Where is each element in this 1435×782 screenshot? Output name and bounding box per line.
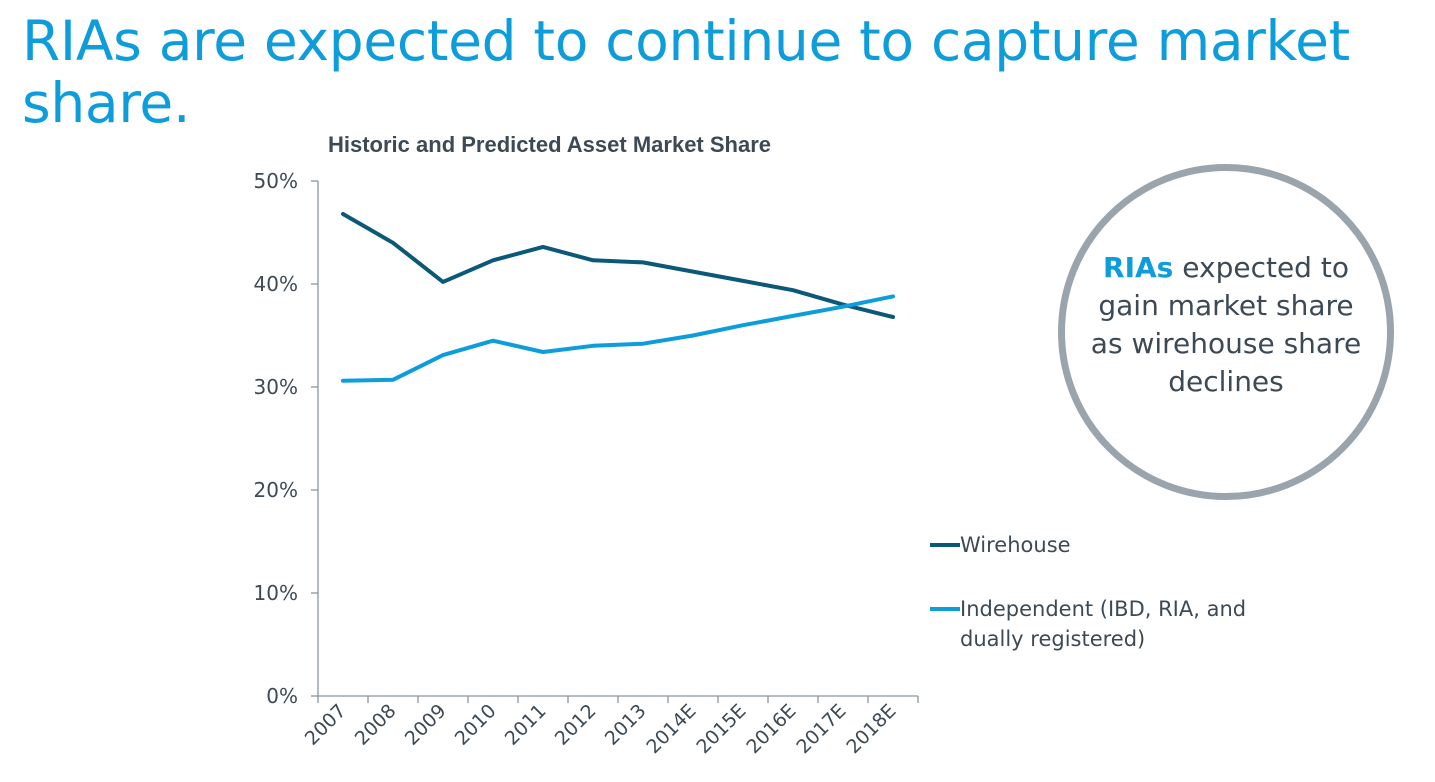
legend-label-wirehouse: Wirehouse (960, 533, 1071, 557)
series-line-wirehouse (341, 212, 895, 319)
x-tick-label: 2011 (501, 700, 551, 750)
x-tick-label: 2017E (792, 700, 850, 758)
chart-title: Historic and Predicted Asset Market Shar… (328, 132, 771, 157)
series-line-independent (341, 294, 895, 383)
y-tick-label: 40% (254, 272, 298, 296)
x-tick-label: 2016E (742, 700, 800, 758)
x-tick-label: 2009 (401, 700, 451, 750)
legend-label-independent: Independent (IBD, RIA, and dually regist… (960, 597, 1247, 651)
x-tick-label: 2014E (642, 700, 700, 758)
x-tick-label: 2012 (551, 700, 601, 750)
y-tick-label: 20% (254, 478, 298, 502)
legend-swatch-wirehouse (930, 543, 960, 547)
y-tick-label: 30% (254, 375, 298, 399)
x-tick-label: 2018E (842, 700, 900, 758)
legend-item-independent: Independent (IBD, RIA, and dually regist… (930, 594, 1310, 654)
x-tick-label: 2015E (692, 700, 750, 758)
x-tick-label: 2007 (301, 700, 351, 750)
callout-body: expected to gain market share as wirehou… (1090, 251, 1362, 398)
callout-text: RIAs expected to gain market share as wi… (1086, 249, 1366, 401)
y-tick-label: 10% (254, 581, 298, 605)
x-tick-label: 2008 (351, 700, 401, 750)
y-tick-label: 50% (254, 169, 298, 193)
callout-circle: RIAs expected to gain market share as wi… (1058, 164, 1394, 500)
legend-swatch-independent (930, 607, 960, 611)
y-tick-label: 0% (266, 684, 298, 708)
chart-legend: Wirehouse Independent (IBD, RIA, and dua… (930, 530, 1310, 688)
legend-item-wirehouse: Wirehouse (930, 530, 1310, 560)
x-tick-label: 2010 (451, 700, 501, 750)
slide-title: RIAs are expected to continue to capture… (22, 9, 1350, 135)
callout-highlight: RIAs (1103, 251, 1174, 284)
